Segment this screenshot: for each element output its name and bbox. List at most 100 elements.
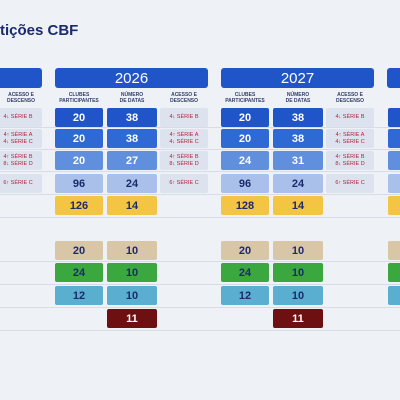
partial-cell [388, 151, 400, 170]
clubs-cell: 20 [55, 241, 103, 260]
dates-cell: 24 [107, 174, 157, 193]
access-line: 4↓ SÉRIE B [169, 114, 199, 121]
access-line: 6↑ SÉRIE C [335, 180, 365, 187]
access-line: 4↓ SÉRIE B [3, 114, 33, 121]
dates-cell: 10 [107, 241, 157, 260]
clubs-cell: 96 [55, 174, 103, 193]
separator [0, 149, 400, 150]
access-cell: 4↑ SÉRIE A 4↓ SÉRIE C [160, 129, 208, 148]
dates-cell: 31 [273, 151, 323, 170]
header-line: ACESSO E [171, 92, 197, 98]
partial-header: ACESSO E DESCENSO [6, 92, 36, 104]
dates-cell: 11 [273, 309, 323, 328]
dates-cell: 27 [107, 151, 157, 170]
access-line: 4↑ SÉRIE B [169, 154, 199, 160]
partial-cell [388, 241, 400, 260]
access-line: 6↑ SÉRIE C [169, 180, 199, 187]
clubs-cell: 20 [221, 108, 269, 127]
dates-cell: 14 [273, 196, 323, 215]
partial-cell [388, 286, 400, 305]
clubs-cell: 128 [221, 196, 269, 215]
title: tições CBF [0, 22, 79, 39]
separator [0, 171, 400, 172]
clubs-cell: 96 [221, 174, 269, 193]
dates-cell: 38 [107, 108, 157, 127]
access-cell: 4↓ SÉRIE B [326, 108, 374, 127]
access-line: 4↑ SÉRIE B [3, 154, 33, 160]
access-cell: 4↑ SÉRIE B 8↓ SÉRIE D [160, 151, 208, 170]
header-line: DE DATAS [285, 98, 311, 104]
header-line: DESCENSO [335, 98, 365, 104]
access-line: 8↓ SÉRIE D [335, 160, 365, 167]
clubs-cell: 20 [221, 241, 269, 260]
header-line: NÚMERO [286, 92, 310, 98]
clubs-cell: 24 [221, 151, 269, 170]
dates-cell: 11 [107, 309, 157, 328]
clubs-cell: 24 [55, 263, 103, 282]
partial-cell [388, 174, 400, 193]
clubs-cell: 12 [221, 286, 269, 305]
separator [0, 330, 400, 331]
clubs-cell: 20 [55, 151, 103, 170]
dates-cell: 10 [273, 241, 323, 260]
partial-cell [388, 129, 400, 148]
separator [0, 261, 400, 262]
access-line: 8↓ SÉRIE D [169, 160, 199, 167]
dates-cell: 24 [273, 174, 323, 193]
partial-cell [388, 108, 400, 127]
clubs-cell: 20 [55, 129, 103, 148]
header-line: DESCENSO [169, 98, 199, 104]
clubs-cell: 20 [221, 129, 269, 148]
header-line: ACESSO E [337, 92, 363, 98]
dates-cell: 38 [273, 129, 323, 148]
column-header: ACESSO E DESCENSO [160, 92, 208, 106]
access-cell: 4↑ SÉRIE A 4↓ SÉRIE C [326, 129, 374, 148]
dates-cell: 38 [107, 129, 157, 148]
column-header: ACESSO E DESCENSO [326, 92, 374, 106]
header-line: DE DATAS [119, 98, 145, 104]
header-line: PARTICIPANTES [59, 98, 99, 104]
column-header: NÚMERO DE DATAS [107, 92, 157, 106]
dates-cell: 10 [273, 263, 323, 282]
access-line: 4↓ SÉRIE B [335, 114, 365, 121]
dates-cell: 10 [107, 263, 157, 282]
separator [0, 194, 400, 195]
partial-year-box [387, 68, 400, 88]
dates-cell: 14 [107, 196, 157, 215]
dates-cell: 10 [107, 286, 157, 305]
header-line: PARTICIPANTES [225, 98, 265, 104]
header-line: CLUBES [234, 92, 256, 98]
access-cell: 6↑ SÉRIE C [0, 174, 42, 193]
clubs-cell: 12 [55, 286, 103, 305]
clubs-cell: 20 [55, 108, 103, 127]
access-line: 4↑ SÉRIE A [3, 132, 33, 138]
access-line: 4↓ SÉRIE C [169, 138, 199, 145]
column-header: CLUBES PARTICIPANTES [221, 92, 269, 106]
access-cell: 4↑ SÉRIE B 8↓ SÉRIE D [0, 151, 42, 170]
separator [0, 284, 400, 285]
separator [0, 127, 400, 128]
year-box: 2027 [221, 68, 374, 88]
clubs-cell: 24 [221, 263, 269, 282]
access-cell: 4↓ SÉRIE B [0, 108, 42, 127]
access-cell: 4↓ SÉRIE B [160, 108, 208, 127]
access-line: 6↑ SÉRIE C [3, 180, 33, 187]
clubs-cell: 126 [55, 196, 103, 215]
header-line: NÚMERO [120, 92, 144, 98]
year-box: 2026 [55, 68, 208, 88]
access-line: 4↓ SÉRIE C [335, 138, 365, 145]
partial-year-box [0, 68, 42, 88]
column-header: NÚMERO DE DATAS [273, 92, 323, 106]
access-line: 4↑ SÉRIE B [335, 154, 365, 160]
dates-cell: 10 [273, 286, 323, 305]
access-cell: 6↑ SÉRIE C [326, 174, 374, 193]
separator [0, 217, 400, 218]
partial-cell [388, 196, 400, 215]
access-line: 8↓ SÉRIE D [3, 160, 33, 167]
header-line: CLUBES [68, 92, 90, 98]
access-line: 4↓ SÉRIE C [3, 138, 33, 145]
access-line: 4↑ SÉRIE A [169, 132, 199, 138]
access-line: 4↑ SÉRIE A [335, 132, 365, 138]
access-cell: 6↑ SÉRIE C [160, 174, 208, 193]
